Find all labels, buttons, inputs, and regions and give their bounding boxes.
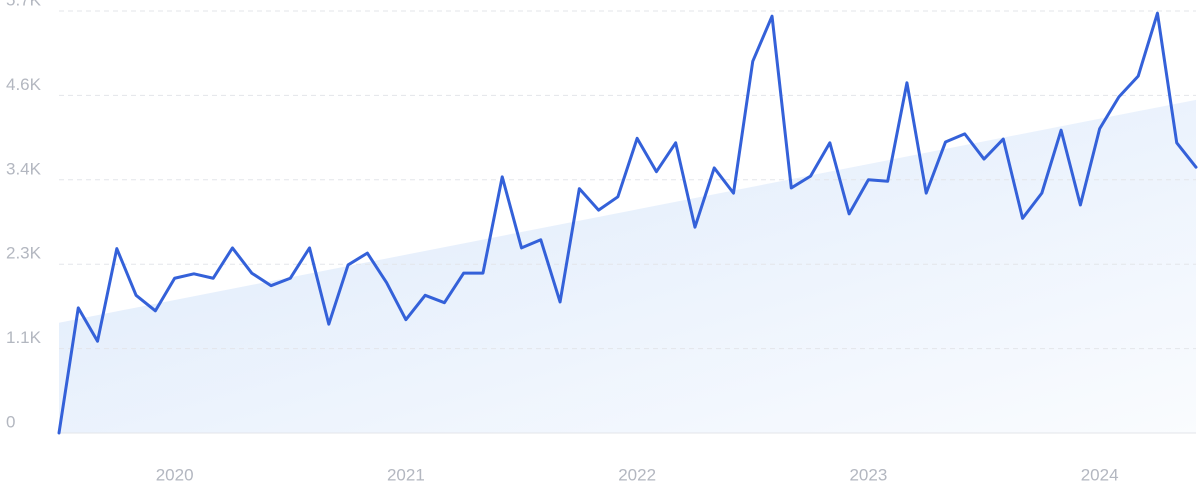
y-tick-label: 5.7K bbox=[6, 0, 42, 9]
x-tick-label: 2024 bbox=[1081, 465, 1119, 484]
y-tick-label: 2.3K bbox=[6, 244, 42, 263]
x-tick-label: 2021 bbox=[387, 465, 425, 484]
y-tick-label: 4.6K bbox=[6, 75, 42, 94]
y-tick-label: 3.4K bbox=[6, 159, 42, 178]
x-tick-label: 2020 bbox=[156, 465, 194, 484]
y-tick-label: 1.1K bbox=[6, 328, 42, 347]
x-tick-label: 2023 bbox=[849, 465, 887, 484]
trend-area bbox=[59, 99, 1196, 433]
x-tick-label: 2022 bbox=[618, 465, 656, 484]
y-tick-label: 0 bbox=[6, 412, 15, 431]
line bbox=[57, 11, 1198, 435]
